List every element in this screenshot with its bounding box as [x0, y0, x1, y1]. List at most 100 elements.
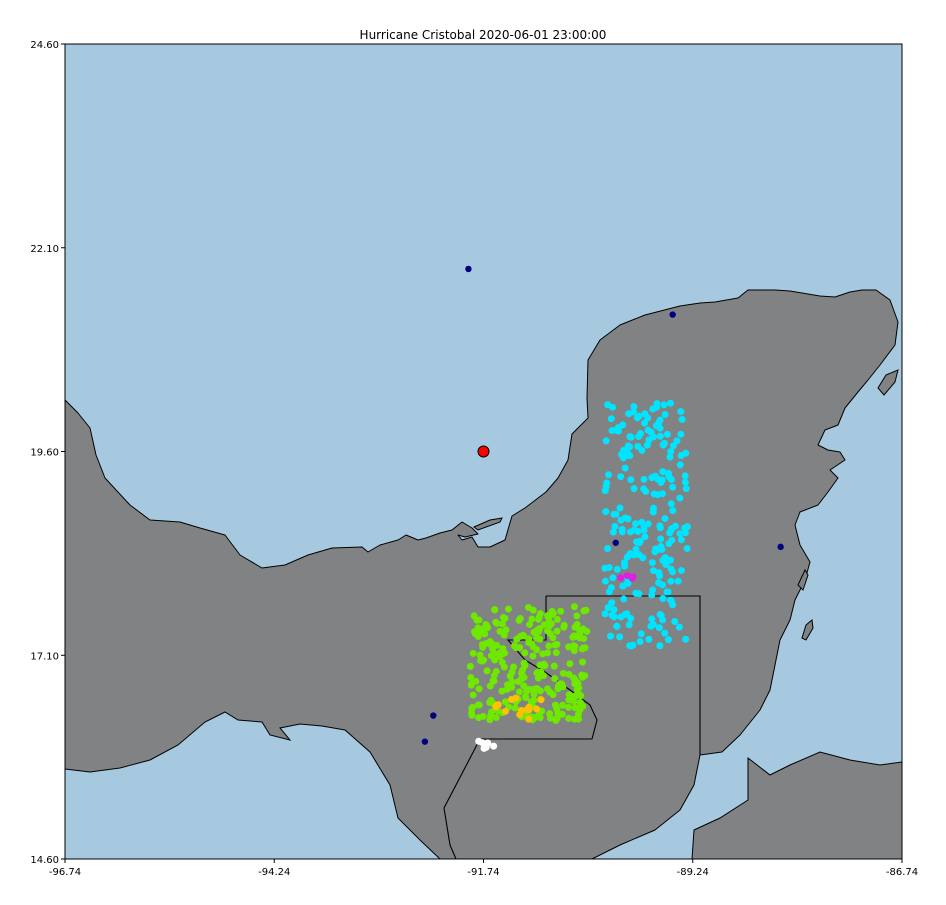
observation-point — [677, 408, 685, 416]
observation-point — [621, 559, 629, 567]
observation-point — [605, 588, 613, 596]
observation-point — [486, 682, 494, 690]
observation-point — [674, 577, 682, 585]
observation-point — [465, 265, 472, 273]
observation-point — [474, 624, 482, 632]
ambergris-island — [797, 568, 809, 591]
observation-point — [636, 638, 644, 646]
y-tick-label: 24.60 — [30, 40, 59, 51]
observation-point — [476, 651, 484, 659]
observation-point — [665, 540, 673, 548]
observation-point — [580, 607, 588, 615]
observation-point — [578, 645, 586, 653]
observation-point — [571, 642, 579, 650]
observation-point — [627, 642, 635, 650]
observation-point — [603, 479, 611, 487]
observation-point — [491, 605, 499, 613]
observation-point — [664, 588, 672, 596]
observation-point — [602, 437, 610, 445]
observation-point — [545, 642, 553, 650]
observation-point — [601, 577, 609, 585]
observation-point — [613, 565, 621, 573]
observation-point — [469, 649, 477, 657]
observation-point — [605, 563, 613, 571]
observation-point — [539, 662, 547, 670]
observation-point — [539, 650, 547, 658]
observation-point — [482, 740, 490, 748]
observation-point — [533, 634, 541, 642]
observation-point — [602, 508, 610, 516]
observation-point — [611, 522, 619, 530]
observation-point — [681, 472, 689, 480]
observation-point — [630, 408, 638, 416]
observation-point — [559, 669, 567, 677]
observation-point — [466, 662, 474, 670]
observation-point — [676, 494, 684, 502]
observation-point — [677, 430, 685, 438]
observation-point — [610, 606, 618, 614]
observation-point — [565, 670, 573, 678]
observation-point — [648, 591, 656, 599]
observation-point — [649, 567, 657, 575]
observation-point — [565, 714, 573, 722]
observation-point — [551, 701, 559, 709]
observation-point — [501, 698, 509, 706]
observation-point — [537, 696, 545, 704]
observation-point — [573, 612, 581, 620]
observation-point — [665, 473, 673, 481]
observation-point — [635, 432, 643, 440]
observation-point — [479, 712, 487, 720]
observation-point — [520, 659, 528, 667]
observation-point — [521, 649, 529, 657]
observation-point — [491, 656, 499, 664]
observation-point — [659, 594, 667, 602]
observation-point — [571, 680, 579, 688]
observation-point — [471, 630, 479, 638]
observation-point — [475, 616, 483, 624]
observation-point — [648, 559, 656, 567]
observation-point — [512, 644, 520, 652]
observation-point — [467, 673, 475, 681]
observation-point — [648, 615, 656, 623]
observation-point — [623, 572, 631, 580]
observation-point — [632, 520, 640, 528]
observation-point — [620, 595, 628, 603]
y-axis: 24.60 22.10 19.60 17.10 14.60 — [30, 40, 65, 866]
observation-point — [535, 613, 543, 621]
observation-point — [569, 633, 577, 641]
observation-point — [647, 622, 655, 630]
observation-point — [566, 660, 574, 668]
observation-point — [677, 536, 685, 544]
observation-point — [641, 419, 649, 427]
observation-point — [507, 696, 515, 704]
observation-point — [656, 572, 664, 580]
observation-point — [777, 543, 784, 551]
observation-point — [525, 685, 533, 693]
observation-point — [605, 471, 613, 479]
observation-point — [493, 619, 501, 627]
observation-point — [637, 630, 645, 638]
observation-point — [632, 589, 640, 597]
observation-point — [554, 685, 562, 693]
observation-point — [655, 579, 663, 587]
belize-caye — [801, 619, 814, 641]
observation-point — [613, 622, 621, 630]
observation-point — [671, 617, 679, 625]
observation-point — [669, 507, 677, 515]
observation-point — [617, 613, 625, 621]
observation-points — [421, 265, 784, 752]
observation-point — [565, 643, 573, 651]
observation-point — [557, 607, 565, 615]
observation-point — [576, 705, 584, 713]
observation-point — [632, 545, 640, 553]
pacific-inlet-tehuantepec — [65, 711, 441, 859]
observation-point — [667, 500, 675, 508]
observation-point — [657, 535, 665, 543]
observation-point — [656, 642, 664, 650]
observation-point — [547, 714, 555, 722]
observation-point — [430, 712, 437, 719]
observation-point — [503, 685, 511, 693]
observation-point — [553, 615, 561, 623]
observation-point — [683, 544, 691, 552]
